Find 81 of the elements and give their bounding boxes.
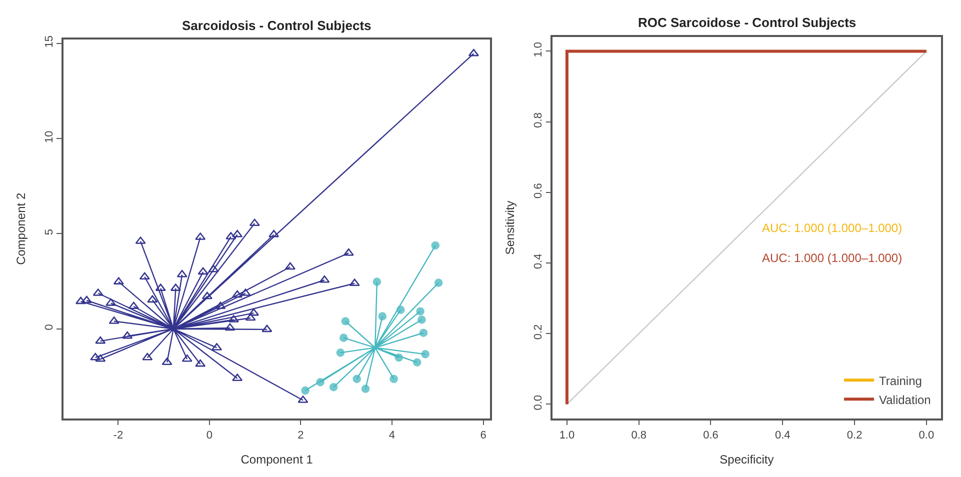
- point: [394, 353, 403, 362]
- annotation: AUC: 1.000 (1.000–1.000): [762, 221, 902, 235]
- point: [81, 296, 92, 304]
- point: [412, 358, 422, 367]
- point: [90, 352, 101, 360]
- y-tick-label: 15: [43, 36, 56, 48]
- point: [336, 348, 345, 357]
- point: [224, 323, 236, 331]
- point: [418, 316, 426, 324]
- point: [419, 328, 428, 338]
- point: [232, 230, 243, 238]
- point: [122, 331, 133, 339]
- point: [198, 267, 208, 275]
- point: [142, 352, 153, 360]
- point: [147, 295, 158, 303]
- legend-label: Training: [879, 374, 922, 388]
- point: [195, 359, 206, 367]
- point: [352, 374, 362, 384]
- point: [329, 382, 338, 392]
- point: [176, 270, 188, 278]
- x-tick-label: 2: [298, 429, 304, 442]
- point: [232, 374, 243, 382]
- x-tick-label: 4: [388, 429, 396, 442]
- y-axis-title: Sensitivity: [503, 200, 518, 255]
- legend-label: Validation: [879, 392, 931, 407]
- x-axis-title: Specificity: [720, 452, 774, 467]
- point: [341, 317, 350, 326]
- point: [349, 278, 360, 286]
- y-tick-label: 0.0: [532, 394, 544, 410]
- point: [182, 354, 192, 362]
- x-tick-label: 1.0: [559, 429, 575, 442]
- y-tick-label: 0.2: [532, 324, 544, 340]
- point: [162, 358, 172, 366]
- y-tick-label: 5: [43, 228, 56, 236]
- point: [268, 230, 280, 238]
- point: [95, 354, 106, 362]
- point: [245, 313, 256, 321]
- point: [215, 302, 226, 310]
- point: [95, 336, 106, 344]
- y-tick-label: 0: [43, 324, 56, 330]
- point: [284, 262, 296, 270]
- y-axis-title: Component 2: [14, 192, 28, 265]
- point: [319, 275, 330, 283]
- point: [343, 248, 354, 256]
- x-tick-label: -2: [113, 429, 124, 442]
- point: [339, 334, 348, 342]
- point: [372, 278, 382, 286]
- point: [128, 302, 139, 310]
- chart-title: ROC Sarcoidose - Control Subjects: [638, 15, 856, 30]
- point: [262, 324, 272, 332]
- y-tick-label: 0.4: [532, 254, 544, 270]
- x-tick-label: 0.0: [918, 429, 934, 442]
- x-tick-label: 0.2: [846, 429, 862, 442]
- point: [378, 312, 387, 320]
- point: [316, 378, 324, 386]
- point: [390, 374, 398, 384]
- chart-title: Sarcoidosis - Control Subjects: [182, 18, 372, 33]
- point: [434, 278, 443, 287]
- point: [248, 308, 259, 316]
- annotation: AUC: 1.000 (1.000–1.000): [762, 251, 902, 265]
- x-tick-label: 0.6: [703, 429, 718, 442]
- point: [416, 307, 424, 316]
- point: [431, 241, 440, 250]
- y-tick-label: 0.8: [532, 112, 544, 128]
- x-tick-label: 0.4: [774, 429, 790, 442]
- y-tick-label: 1.0: [532, 42, 544, 58]
- point: [301, 386, 310, 395]
- point: [249, 218, 260, 226]
- point: [202, 292, 212, 300]
- x-tick-label: 6: [480, 429, 486, 442]
- point: [232, 290, 243, 298]
- point: [361, 384, 370, 393]
- x-tick-label: 0: [206, 429, 213, 442]
- point: [139, 272, 150, 280]
- x-tick-label: 0.8: [631, 429, 647, 442]
- y-tick-label: 0.6: [532, 183, 544, 198]
- x-axis-title: Component 1: [240, 452, 314, 467]
- point: [396, 306, 405, 314]
- point: [468, 48, 479, 56]
- point: [421, 350, 430, 358]
- y-tick-label: 10: [43, 130, 56, 143]
